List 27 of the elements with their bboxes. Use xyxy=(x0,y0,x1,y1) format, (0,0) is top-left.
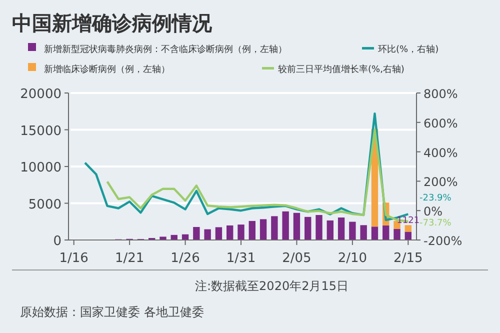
text: 原始数据：国家卫健委 各地卫健委 xyxy=(20,305,204,319)
legend-label: 新增新型冠状病毒肺炎病例：不含临床诊断病例（例，左轴） xyxy=(44,44,287,55)
y2-tick-label: 800% xyxy=(424,87,458,101)
legend-label: 新增临床诊断病例（例，左轴） xyxy=(44,64,170,75)
x-tick-label: 1/31 xyxy=(226,251,256,266)
x-tick-label: 2/05 xyxy=(282,251,312,266)
y2-tick-label: 0% xyxy=(424,204,443,219)
y-tick-label: 15000 xyxy=(20,124,62,139)
y2-tick-label: 200% xyxy=(424,175,458,190)
x-tick-label: 2/15 xyxy=(394,251,423,266)
chart-title: 中国新增确诊病例情况 xyxy=(12,11,213,35)
legend-label: 较前三日平均值增长率(%,右轴) xyxy=(278,64,404,75)
y-tick-label: 10000 xyxy=(20,160,62,176)
y-tick-label: 0 xyxy=(53,234,62,249)
x-tick-label: 1/16 xyxy=(59,251,88,266)
y-tick-label: 5000 xyxy=(28,197,62,212)
x-tick-label: 2/10 xyxy=(338,251,368,266)
data-label: -73.7% xyxy=(420,218,452,228)
x-tick-label: 1/21 xyxy=(114,251,144,266)
x-tick-label: 1/26 xyxy=(170,251,200,266)
y-tick-label: 20000 xyxy=(20,87,62,102)
legend-label: 环比(%，右轴) xyxy=(378,44,439,55)
y2-tick-label: -200% xyxy=(424,234,462,248)
y2-tick-label: 400% xyxy=(424,146,458,160)
y2-tick-label: 600% xyxy=(424,116,458,130)
data-label: -23.9% xyxy=(420,194,452,204)
text: 注:数据截至2020年2月15日 xyxy=(195,279,348,293)
